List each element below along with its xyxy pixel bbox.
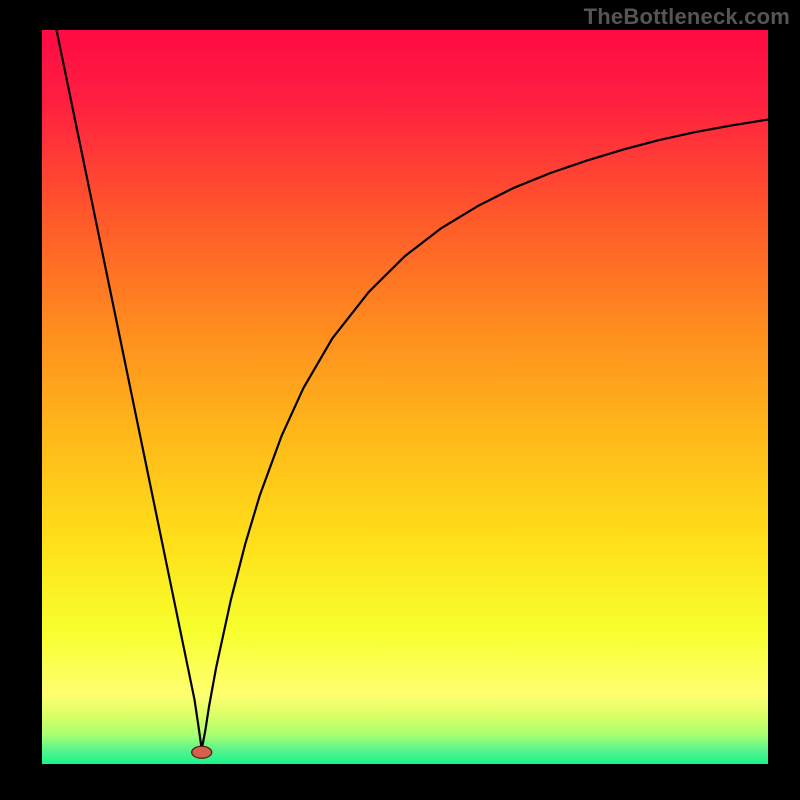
plot-svg [42, 30, 768, 764]
plot-area [42, 30, 768, 764]
watermark-text: TheBottleneck.com [584, 4, 790, 30]
optimum-marker [192, 746, 212, 758]
figure-root: TheBottleneck.com [0, 0, 800, 800]
